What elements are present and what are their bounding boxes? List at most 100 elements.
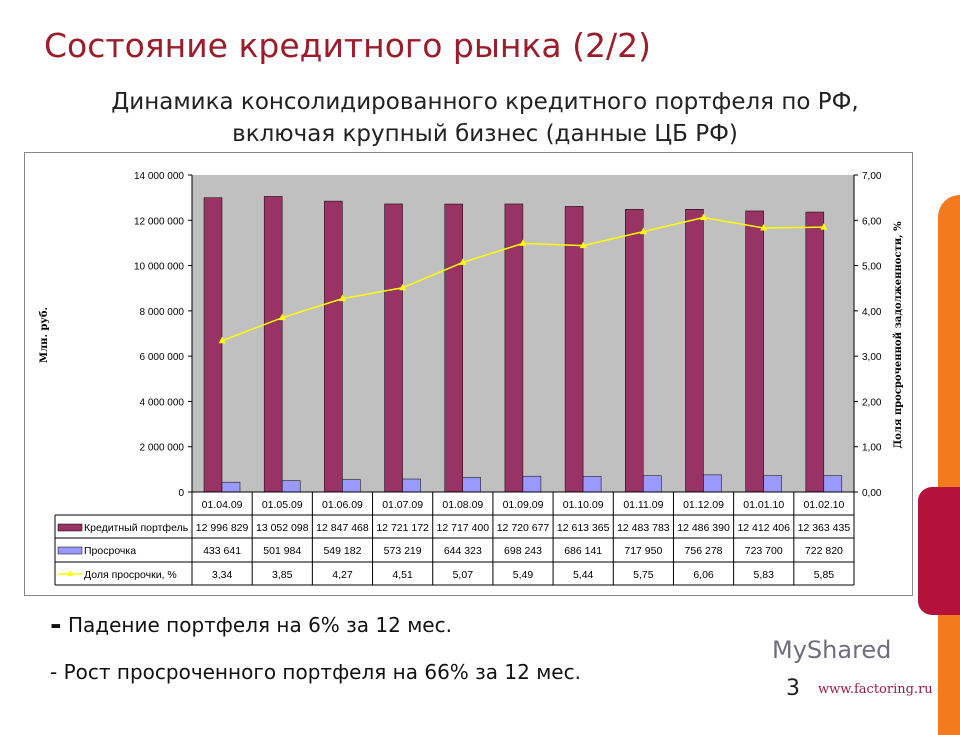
y2-tick-label: 0,00 [862, 488, 882, 499]
data-label-overdue: 644 323 [444, 545, 482, 557]
bar-overdue [522, 475, 542, 493]
data-label-share: 4,51 [392, 569, 413, 581]
bullet-marker: - [50, 660, 58, 684]
footer-url: www.factoring.ru [818, 682, 933, 697]
category-label: 01.05.09 [262, 499, 303, 511]
data-label-overdue: 686 141 [564, 545, 602, 557]
legend-label-portfolio: Кредитный портфель [84, 522, 189, 534]
legend-label-overdue: Просрочка [84, 545, 136, 557]
data-label-share: 5,44 [573, 569, 594, 581]
point-share [519, 239, 527, 246]
point-share [459, 258, 467, 265]
bar-portfolio [504, 203, 524, 493]
data-label-share: 5,49 [513, 569, 534, 581]
point-share [278, 313, 286, 321]
bar-overdue [703, 474, 722, 493]
bar-portfolio [263, 196, 283, 493]
y-tick-label: 8 000 000 [140, 307, 185, 318]
bar-overdue [763, 475, 782, 493]
data-label-overdue: 573 219 [384, 545, 422, 557]
bar-portfolio [564, 206, 584, 493]
category-label: 01.08.09 [442, 499, 483, 511]
y2-tick-label: 4,00 [862, 307, 882, 318]
bar-overdue [342, 479, 361, 493]
crimson-decoration [918, 487, 960, 615]
data-label-overdue: 501 984 [263, 545, 301, 557]
y2-tick-label: 6,00 [862, 216, 882, 227]
bar-overdue [281, 480, 301, 493]
category-label: 01.04.09 [202, 499, 243, 511]
data-label-portfolio: 12 486 390 [677, 522, 730, 534]
data-label-share: 6,06 [693, 569, 714, 581]
data-label-overdue: 723 700 [745, 545, 783, 557]
legend-key-overdue [57, 546, 83, 555]
category-label: 01.10.09 [563, 499, 604, 511]
y-tick-label: 14 000 000 [134, 171, 184, 182]
category-label: 01.11.09 [623, 499, 663, 511]
data-label-overdue: 698 243 [504, 545, 542, 557]
y2-tick-label: 3,00 [862, 352, 882, 363]
y2-tick-label: 7,00 [862, 171, 882, 182]
data-label-portfolio: 12 996 829 [196, 522, 249, 534]
bullet-2: - Рост просроченного портфеля на 66% за … [50, 660, 581, 684]
data-label-share: 5,07 [453, 569, 474, 581]
data-label-portfolio: 12 613 365 [557, 522, 610, 534]
data-label-portfolio: 12 483 783 [617, 522, 670, 534]
y2-tick-label: 2,00 [862, 397, 882, 408]
data-label-share: 3,85 [272, 569, 293, 581]
point-share [700, 213, 708, 221]
data-label-overdue: 756 278 [685, 545, 723, 557]
page-number: 3 [786, 676, 800, 701]
bullet-text: Рост просроченного портфеля на 66% за 12… [63, 660, 581, 684]
bullet-marker: - [50, 608, 62, 641]
bar-portfolio [384, 203, 403, 493]
bullet-text: Падение портфеля на 6% за 12 мес. [67, 613, 452, 637]
category-label: 01.01.10 [743, 499, 784, 511]
data-label-overdue: 433 641 [203, 545, 241, 557]
chart-subtitle: Динамика консолидированного кредитного п… [111, 89, 859, 147]
bar-portfolio [203, 197, 223, 493]
point-share [820, 223, 828, 230]
bar-portfolio [805, 211, 825, 493]
legend-key-portfolio [57, 523, 83, 532]
legend-label-share: Доля просрочки, % [84, 569, 177, 581]
legend-key-share-marker [67, 570, 73, 576]
data-label-share: 5,85 [814, 569, 835, 581]
point-share [760, 223, 768, 231]
combo-chart: 0 0,00 2 000 000 1,00 4 000 000 2,00 6 000 000… [39, 171, 904, 586]
category-label: 01.12.09 [683, 499, 724, 511]
y-tick-label: 6 000 000 [140, 352, 185, 363]
y-axis-title: Млн. руб. [39, 307, 50, 363]
data-label-share: 3,34 [212, 569, 233, 581]
data-label-portfolio: 12 363 435 [798, 522, 851, 534]
y2-axis-title: Доля просроченной задолженности, % [893, 221, 904, 449]
data-label-overdue: 549 182 [323, 545, 361, 557]
bar-overdue [402, 478, 421, 493]
bar-overdue [462, 477, 481, 493]
watermark: MyShared [772, 636, 892, 664]
data-label-portfolio: 13 052 098 [256, 522, 309, 534]
bar-portfolio [324, 200, 343, 493]
y-tick-label: 0 [178, 488, 184, 499]
bar-overdue [582, 476, 602, 493]
point-share [639, 227, 647, 235]
point-share [338, 294, 346, 302]
y-tick-label: 10 000 000 [134, 262, 184, 273]
bar-portfolio [685, 209, 704, 493]
slide-title: Состояние кредитного рынка (2/2) [44, 26, 651, 65]
point-share [579, 241, 587, 249]
data-label-portfolio: 12 412 406 [737, 522, 790, 534]
bar-overdue [221, 481, 241, 493]
y2-tick-label: 1,00 [862, 443, 882, 454]
bar-overdue [823, 475, 843, 493]
bar-portfolio [625, 209, 644, 493]
data-label-portfolio: 12 721 172 [376, 522, 429, 534]
data-label-portfolio: 12 847 468 [316, 522, 369, 534]
category-label: 01.02.10 [803, 499, 844, 511]
data-label-share: 5,75 [633, 569, 654, 581]
y-tick-label: 2 000 000 [140, 443, 185, 454]
point-share [399, 283, 407, 291]
category-label: 01.06.09 [322, 499, 363, 511]
bar-portfolio [444, 203, 463, 493]
y2-tick-label: 5,00 [862, 262, 882, 273]
